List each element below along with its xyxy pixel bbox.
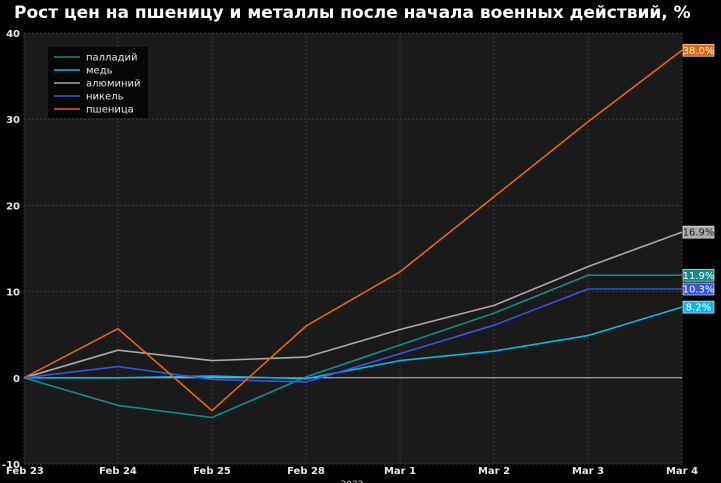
x-tick-label: Feb 28: [287, 466, 325, 477]
y-axis: -10 0 10 20 30 40: [2, 29, 20, 471]
end-label-box: [682, 225, 715, 239]
y-tick-label: 40: [6, 29, 20, 40]
x-tick-label: Mar 4: [666, 466, 698, 477]
y-tick-label: 20: [6, 201, 20, 212]
end-label-box: [682, 300, 715, 314]
x-tick-label: Mar 3: [572, 466, 604, 477]
legend: палладий медь алюминий никель пшеница: [48, 47, 148, 118]
x-tick-label: Feb 25: [193, 466, 231, 477]
end-label-box: [682, 282, 715, 296]
x-axis-year-label: 2022: [341, 480, 364, 483]
legend-label: медь: [86, 66, 113, 77]
end-label: 16.9%: [683, 228, 715, 239]
series-line-палладий: [23, 274, 682, 419]
series-line-пшеница: [23, 49, 683, 412]
x-axis: Feb 23 Feb 24 Feb 25 Feb 28 Mar 1 Mar 2 Mar 3 M…: [6, 466, 698, 483]
y-tick-label: 30: [6, 115, 20, 126]
end-label: 8.2%: [686, 303, 711, 314]
series-group: [23, 49, 683, 419]
end-labels: 11.9% 8.2% 16.9% 10.3% 38.0%: [682, 43, 715, 314]
legend-label: никель: [86, 92, 124, 103]
legend-label: палладий: [86, 53, 138, 64]
end-label: 10.3%: [683, 285, 715, 296]
series-line-никель: [23, 288, 682, 383]
end-label-box: [682, 268, 715, 282]
legend-label: алюминий: [86, 79, 141, 90]
end-label: 11.9%: [683, 271, 715, 282]
y-tick-label: 0: [13, 374, 20, 385]
series-line-медь: [24, 306, 683, 380]
x-tick-label: Mar 1: [384, 466, 416, 477]
end-label-box: [682, 43, 715, 57]
end-label: 38.0%: [683, 46, 715, 57]
y-tick-label: -10: [2, 460, 20, 471]
legend-label: пшеница: [86, 105, 134, 116]
x-tick-label: Feb 23: [6, 466, 44, 477]
x-tick-label: Feb 24: [99, 466, 137, 477]
chart-title: Рост цен на пшеницу и металлы после нача…: [14, 3, 691, 23]
series-line-алюминий: [23, 231, 683, 379]
y-tick-label: 10: [6, 288, 20, 299]
x-tick-label: Mar 2: [478, 466, 510, 477]
